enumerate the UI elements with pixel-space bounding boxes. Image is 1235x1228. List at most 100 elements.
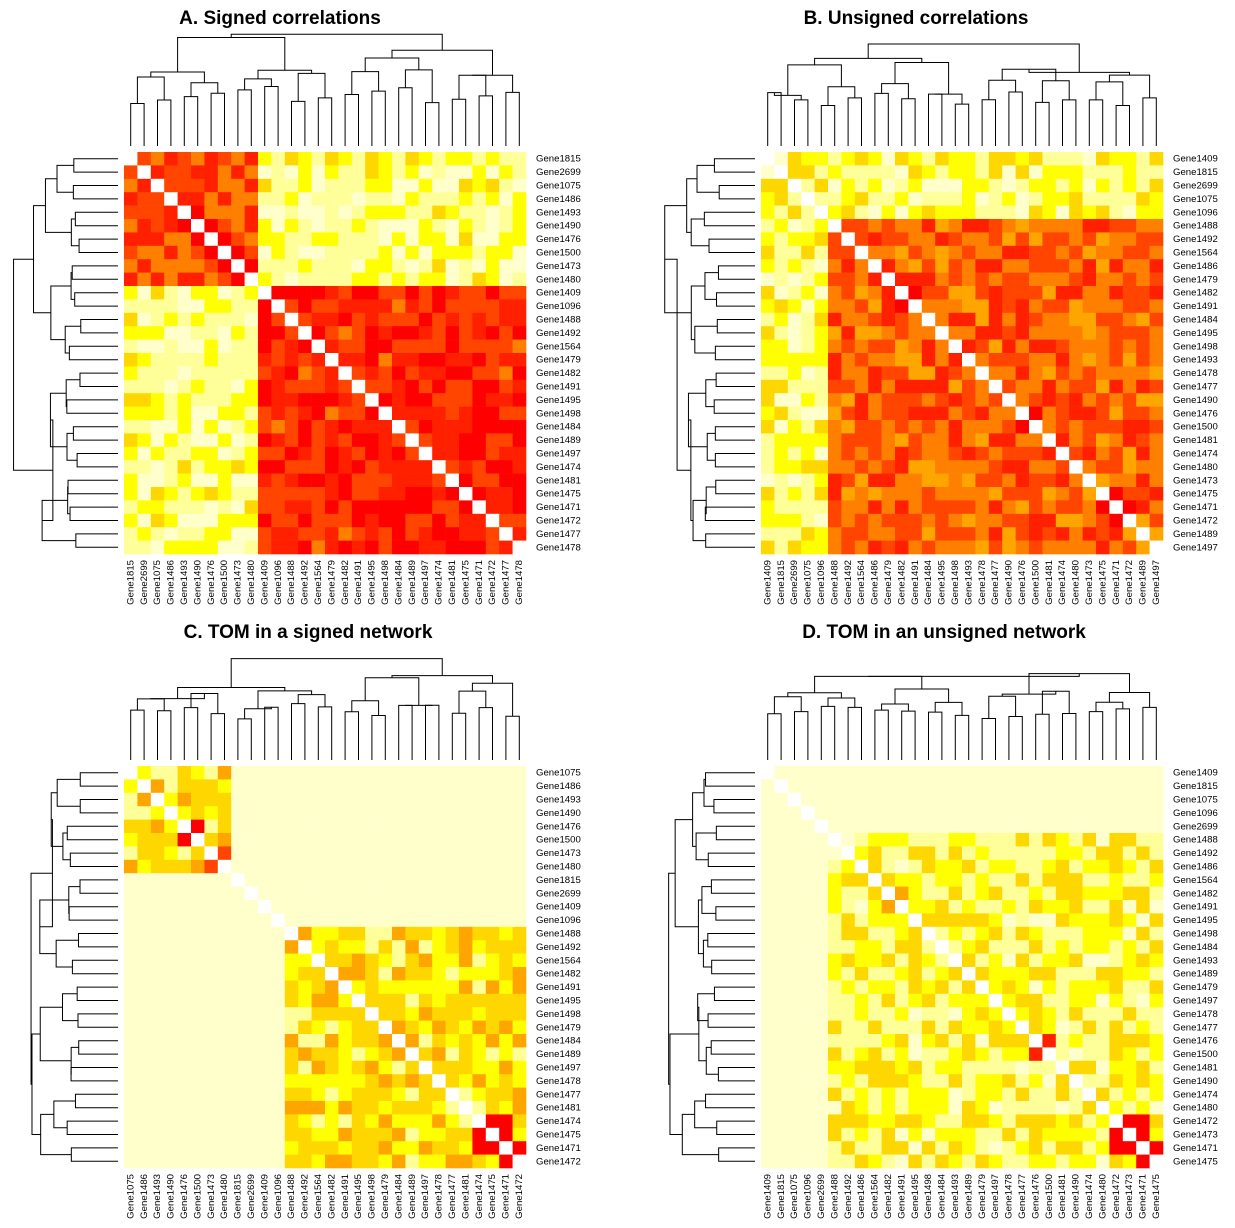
heatmap-cell: [365, 165, 379, 180]
heatmap-cell: [1042, 339, 1057, 354]
heatmap-cell: [459, 833, 473, 847]
heatmap-cell: [485, 980, 500, 995]
heatmap-cell: [124, 873, 138, 887]
heatmap-cell: [1149, 500, 1164, 515]
heatmap-cell: [854, 339, 869, 354]
column-label: Gene1482: [340, 560, 351, 605]
heatmap-cell: [895, 379, 909, 394]
heatmap-cell: [1069, 779, 1083, 794]
dendrogram-branch: [31, 1033, 41, 1135]
heatmap-cell: [271, 1141, 286, 1155]
heatmap-cell: [378, 500, 393, 515]
row-label: Gene1484: [1173, 942, 1218, 953]
row-label: Gene1488: [1173, 221, 1218, 232]
heatmap-cell: [948, 953, 963, 968]
heatmap-cell: [774, 1154, 789, 1169]
heatmap-cell: [988, 165, 1003, 180]
row-label: Gene1476: [536, 234, 581, 245]
heatmap-cell: [1002, 460, 1016, 474]
heatmap-cell: [177, 1020, 192, 1035]
dendrogram-branch: [794, 711, 809, 760]
row-label: Gene1495: [536, 395, 581, 406]
heatmap-cell: [1122, 232, 1137, 247]
heatmap-cell: [774, 1114, 789, 1129]
row-label: Gene1815: [1173, 167, 1218, 178]
dendrogram-branch: [707, 852, 755, 867]
heatmap-cell: [1136, 819, 1150, 834]
heatmap-cell: [244, 527, 259, 541]
heatmap-cell: [177, 1060, 192, 1075]
heatmap-cell: [311, 913, 326, 928]
heatmap-cell: [472, 366, 487, 381]
dendrogram-branch: [230, 33, 443, 51]
heatmap-cell: [828, 420, 842, 434]
heatmap-cell: [895, 500, 909, 515]
heatmap-cell: [948, 178, 963, 193]
heatmap-cell: [881, 886, 896, 901]
heatmap-cell: [164, 1060, 178, 1075]
heatmap-cell: [854, 406, 869, 421]
heatmap-cell: [1082, 993, 1097, 1008]
heatmap-cell: [962, 993, 976, 1008]
heatmap-cell: [1136, 792, 1150, 807]
dendrogram-branch: [1108, 74, 1151, 98]
heatmap-cell: [311, 980, 326, 995]
heatmap-cell: [217, 165, 232, 180]
heatmap-cell: [445, 806, 460, 820]
dendrogram-branch: [697, 993, 715, 1022]
heatmap-cell: [217, 339, 232, 354]
heatmap-cell: [351, 232, 366, 247]
heatmap-cell: [351, 792, 366, 807]
heatmap-cell: [962, 152, 976, 166]
heatmap-cell: [787, 1007, 802, 1021]
chart-title: B. Unsigned correlations: [804, 8, 1029, 29]
heatmap-cell: [405, 1154, 420, 1169]
heatmap-cell: [841, 779, 856, 794]
heatmap-cell: [1015, 339, 1030, 354]
dendrogram-branch: [705, 486, 716, 515]
heatmap-cell: [801, 900, 815, 914]
heatmap-cell: [948, 1154, 963, 1169]
heatmap-cell: [828, 393, 842, 407]
row-label: Gene1484: [536, 422, 581, 433]
heatmap-cell: [1002, 339, 1016, 354]
heatmap-cell: [801, 406, 815, 421]
heatmap-cell: [311, 259, 326, 273]
heatmap-cell: [365, 1060, 379, 1075]
heatmap-cell: [177, 980, 192, 995]
heatmap-cell: [150, 940, 165, 954]
heatmap-cell: [1002, 232, 1016, 247]
heatmap-cell: [761, 859, 775, 874]
heatmap-cell: [921, 152, 936, 166]
heatmap-cell: [881, 1020, 896, 1035]
dendrogram-branch: [398, 87, 413, 146]
heatmap-cell: [1149, 779, 1164, 794]
heatmap-cell: [814, 379, 829, 394]
heatmap-cell: [445, 446, 460, 461]
heatmap-cell: [459, 406, 473, 421]
heatmap-cell: [231, 433, 245, 448]
heatmap-cell: [1149, 1114, 1164, 1129]
heatmap-cell: [787, 353, 802, 367]
heatmap-cell: [908, 286, 923, 300]
heatmap-cell: [948, 967, 963, 981]
heatmap-cell: [975, 1060, 990, 1075]
heatmap-cell: [935, 165, 949, 180]
heatmap-cell: [512, 205, 527, 220]
heatmap-cell: [338, 460, 353, 474]
heatmap-cell: [787, 1060, 802, 1075]
heatmap-cell: [921, 792, 936, 807]
row-label: Gene1478: [536, 1076, 581, 1087]
heatmap-cell: [1002, 379, 1016, 394]
heatmap-cell: [459, 779, 473, 794]
heatmap-cell: [801, 245, 815, 260]
heatmap-cell: [325, 259, 339, 273]
heatmap-cell: [841, 1047, 856, 1062]
heatmap-cell: [962, 1154, 976, 1169]
heatmap-cell: [351, 219, 366, 233]
heatmap-cell: [365, 433, 379, 448]
heatmap-cell: [988, 205, 1003, 220]
heatmap-cell: [284, 406, 299, 421]
heatmap-cell: [284, 1114, 299, 1129]
heatmap-cell: [191, 792, 205, 807]
